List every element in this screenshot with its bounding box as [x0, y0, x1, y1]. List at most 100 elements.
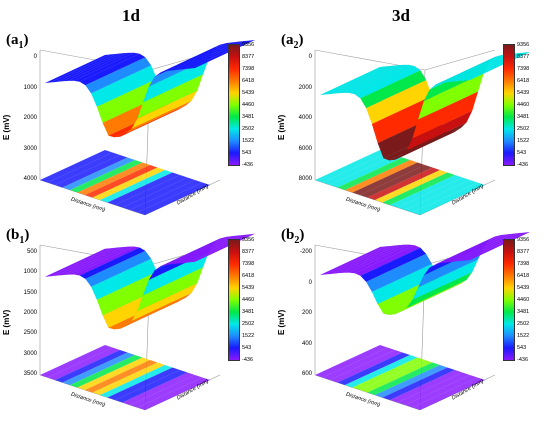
floor-contour-band: [352, 357, 425, 390]
floor-contour-band: [55, 155, 128, 188]
floor-contour-band: [315, 345, 388, 378]
floor-contour-band: [70, 160, 143, 193]
column-title-1d: 1d: [122, 6, 140, 25]
floor-contour-band: [345, 355, 418, 388]
colorbar-tick-label: 3481: [242, 114, 255, 120]
colorbar-tick-label: -436: [242, 357, 254, 363]
floor-contour-band: [130, 180, 203, 213]
colorbar-tick-label: 6418: [242, 78, 255, 84]
colorbar-tick-label: 8377: [242, 54, 255, 60]
floor-contour-band: [382, 367, 455, 400]
colorbar-tick-label: 543: [517, 345, 527, 351]
panel-label: (b2): [281, 227, 305, 246]
colorbar-tick-label: 3481: [517, 309, 530, 315]
floor-contour-band: [47, 347, 120, 380]
panel-label: (b1): [6, 227, 30, 246]
floor-contour-band: [100, 365, 173, 398]
floor-contour-band: [375, 365, 448, 398]
floor-contour-band: [337, 157, 410, 190]
z-tick-label: 6000: [298, 145, 312, 152]
colorbar-tick-label: 1522: [242, 333, 255, 339]
floor-contour-band: [367, 362, 440, 395]
panel-subscript: 1: [18, 40, 24, 51]
z-tick-label: 0: [33, 54, 37, 60]
floor-contour-band: [115, 175, 188, 208]
floor-contour-band: [397, 372, 470, 405]
floor-contour-band: [92, 167, 165, 200]
z-tick-label: 0: [308, 54, 312, 60]
colorbar-tick-label: 7398: [517, 66, 530, 72]
colorbar-tick-label: 543: [242, 345, 252, 351]
z-axis-label: E (mV): [2, 114, 11, 140]
z-axis-label: E (mV): [277, 309, 286, 335]
floor-contour-band: [390, 370, 463, 403]
colorbar-tick-label: 543: [517, 150, 527, 156]
panel-letter: b: [286, 227, 295, 243]
colorbar-tick-label: 3481: [517, 114, 530, 120]
floor-contour-band: [397, 177, 470, 210]
surface-panel-a1: (a1) E (mV) 0 1000 2000 3000 4000 Distance (mm)…: [0, 30, 275, 230]
floor-contour-band: [412, 182, 485, 215]
panel-letter: a: [286, 32, 294, 48]
colorbar-tick-label: 1522: [517, 333, 530, 339]
floor-contour-band: [62, 352, 135, 385]
colorbar-tick-label: 9356: [242, 237, 255, 243]
colorbar-tick-label: 6418: [242, 273, 255, 279]
colorbar-tick-label: 8377: [517, 249, 530, 255]
colorbar-tick-label: 543: [242, 150, 252, 156]
z-tick-label: 2000: [23, 310, 37, 316]
panel-subscript: 1: [19, 235, 25, 246]
colorbar-tick-label: 6418: [517, 78, 530, 84]
colorbar-tick-label: 2502: [242, 321, 255, 327]
z-tick-label: 1000: [23, 84, 37, 91]
surface-plot: [314, 49, 531, 216]
panel-label: (a1): [6, 32, 29, 51]
surface-plot: [314, 231, 531, 411]
colorbar-tick-label: 4460: [242, 297, 255, 303]
colorbar-tick-label: 1522: [242, 138, 255, 144]
z-tick-label: 4000: [23, 176, 37, 182]
floor-contour-band: [330, 155, 403, 188]
floor-contour-band: [85, 165, 158, 198]
floor-contour-band: [62, 157, 135, 190]
floor-contour-band: [77, 162, 150, 195]
floor-contour-band: [405, 180, 478, 213]
z-tick-label: 1000: [23, 269, 37, 276]
floor-contour-band: [405, 375, 478, 408]
floor-contour-band: [360, 165, 433, 198]
colorbar-tick-label: 9356: [517, 237, 530, 243]
floor-contour-band: [70, 355, 143, 388]
colorbar-tick-label: 9356: [517, 42, 530, 48]
floor-contour-band: [390, 175, 463, 208]
colorbar-tick-label: 9356: [242, 42, 255, 48]
colorbar-tick-label: 4460: [242, 102, 255, 108]
surface-plot: [39, 233, 256, 411]
floor-contour-band: [322, 152, 395, 185]
floor-contour-band: [130, 375, 203, 408]
z-tick-label: 0: [308, 279, 312, 286]
colorbar-tick-label: 4460: [517, 297, 530, 303]
floor-contour-band: [352, 162, 425, 195]
colorbar: [228, 239, 240, 361]
floor-contour-band: [382, 172, 455, 205]
floor-contour-band: [115, 370, 188, 403]
colorbar-tick-label: 5439: [517, 285, 530, 291]
column-title-3d: 3d: [392, 6, 410, 25]
colorbar: [503, 239, 515, 361]
floor-contour-band: [322, 347, 395, 380]
z-axis-label: E (mV): [2, 309, 11, 335]
panel-letter: b: [11, 227, 20, 243]
colorbar-tick-label: 3481: [242, 309, 255, 315]
floor-contour-band: [345, 160, 418, 193]
colorbar-tick-label: 4460: [517, 102, 530, 108]
panel-letter: a: [11, 32, 19, 48]
z-tick-label: 1500: [23, 289, 37, 296]
panel-label: (a2): [281, 32, 304, 51]
z-tick-label: 4000: [298, 115, 312, 121]
colorbar-tick-label: 7398: [242, 66, 255, 72]
floor-contour-band: [40, 150, 113, 183]
floor-contour-band: [315, 150, 388, 183]
colorbar: [503, 44, 515, 166]
colorbar-tick-label: 6418: [517, 273, 530, 279]
z-tick-label: 2500: [23, 330, 37, 337]
